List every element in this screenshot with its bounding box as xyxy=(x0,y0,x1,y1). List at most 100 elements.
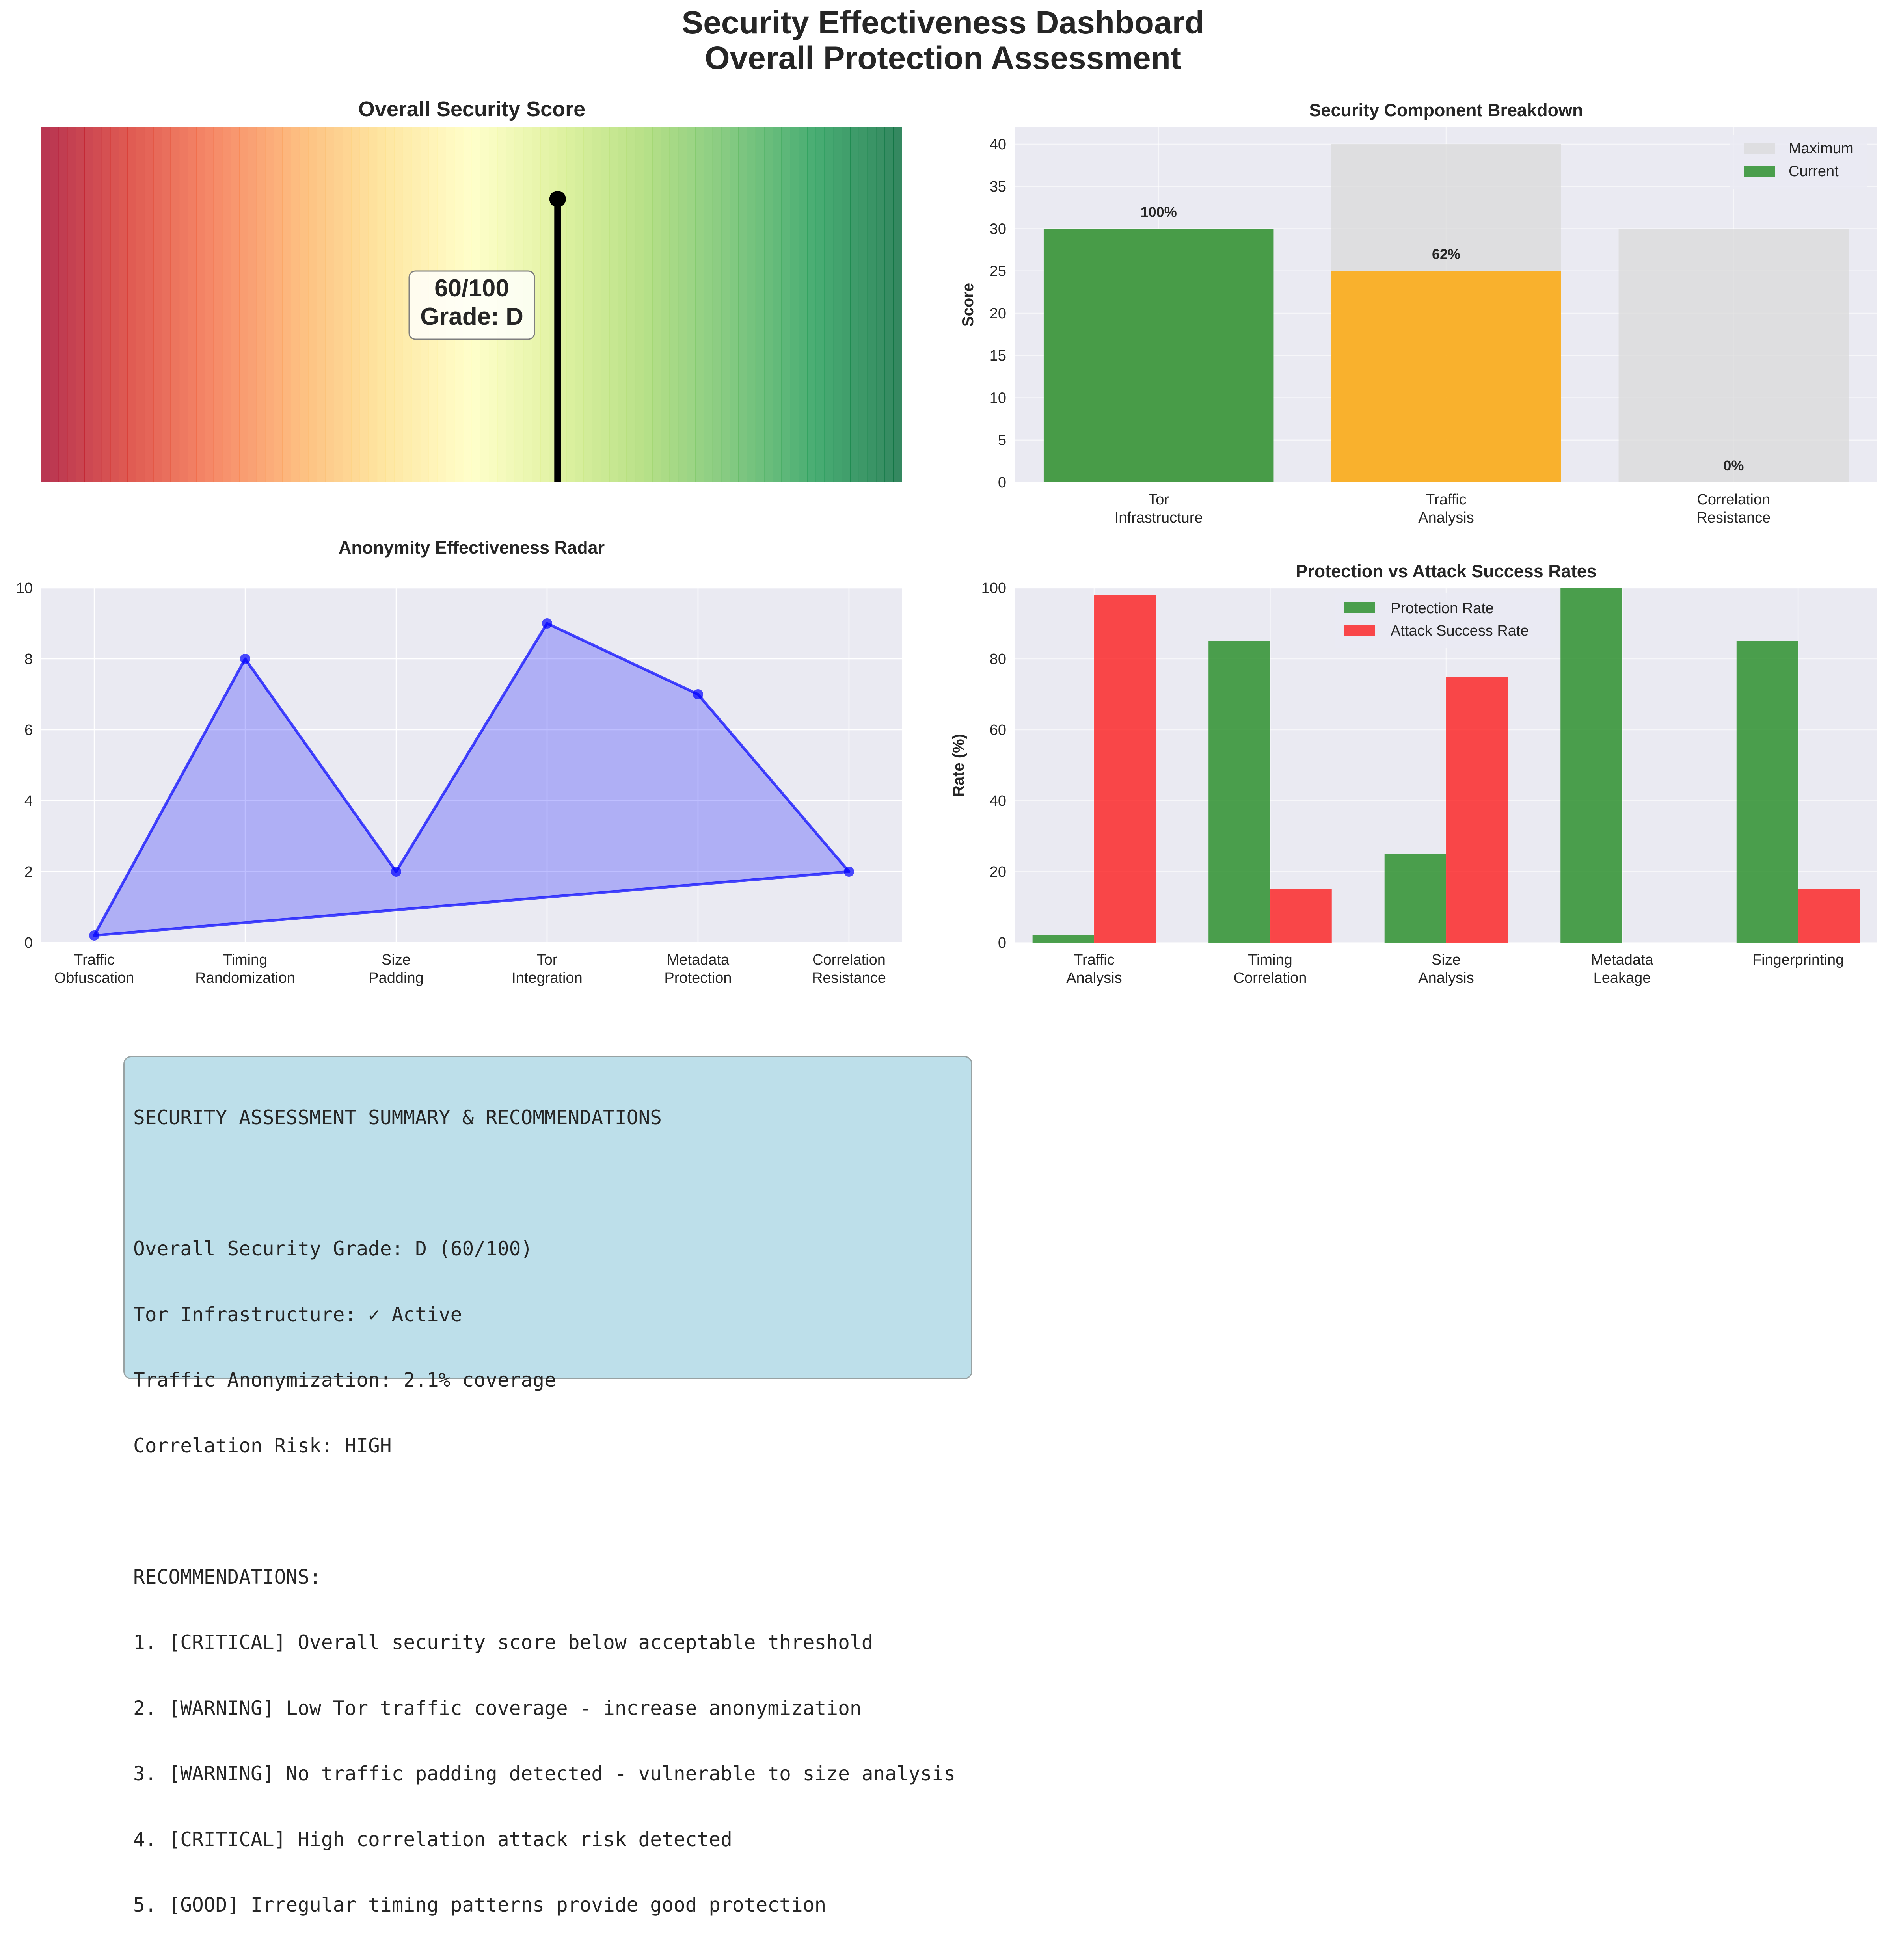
recommendations-heading: RECOMMENDATIONS: xyxy=(133,1565,321,1588)
gauge-color-segment xyxy=(884,127,894,482)
legend-maximum-swatch xyxy=(1744,143,1775,154)
legend-protection-label: Protection Rate xyxy=(1391,600,1494,617)
radar-y-tick-label: 2 xyxy=(24,864,33,880)
radar-y-tick-label: 8 xyxy=(24,651,33,668)
gauge-color-segment xyxy=(687,127,696,482)
radar-x-tick-label: Tor Integration xyxy=(512,952,583,986)
breakdown-x-tick-label: Traffic Analysis xyxy=(1418,491,1474,526)
breakdown-y-tick-label: 0 xyxy=(998,474,1006,491)
gauge-color-segment xyxy=(773,127,782,482)
gauge-color-segment xyxy=(205,127,214,482)
rates-x-tick-label: Fingerprinting xyxy=(1752,952,1844,968)
summary-text: SECURITY ASSESSMENT SUMMARY & RECOMMENDA… xyxy=(133,1063,977,1960)
current-bar xyxy=(1331,271,1561,482)
gauge-color-segment xyxy=(67,127,76,482)
gauge-color-segment xyxy=(153,127,162,482)
recommendation-item: 5. [GOOD] Irregular timing patterns prov… xyxy=(133,1893,827,1916)
breakdown-x-tick-label: Correlation Resistance xyxy=(1696,491,1771,526)
gauge-color-segment xyxy=(618,127,627,482)
gauge-color-segment xyxy=(325,127,335,482)
protection-bar xyxy=(1208,641,1270,943)
rates-y-tick-label: 20 xyxy=(990,864,1006,880)
legend-current-label: Current xyxy=(1789,163,1839,180)
gauge-color-segment xyxy=(162,127,171,482)
rates-y-tick-label: 100 xyxy=(981,580,1006,597)
breakdown-y-tick-label: 10 xyxy=(990,390,1006,406)
gauge-color-segment xyxy=(377,127,386,482)
gauge-color-segment xyxy=(626,127,636,482)
gauge-needle-knob xyxy=(549,191,566,207)
summary-blank-line xyxy=(133,1173,977,1195)
gauge-color-segment xyxy=(764,127,773,482)
gauge-color-segment xyxy=(385,127,395,482)
gauge-color-segment xyxy=(669,127,679,482)
radar-y-tick-label: 6 xyxy=(24,722,33,738)
rates-y-tick-label: 40 xyxy=(990,793,1006,809)
percent-label: 100% xyxy=(1141,204,1177,220)
rates-title: Protection vs Attack Success Rates xyxy=(1296,561,1597,581)
summary-grade-line: Overall Security Grade: D (60/100) xyxy=(133,1237,533,1260)
gauge-color-segment xyxy=(119,127,128,482)
gauge-color-segment xyxy=(661,127,670,482)
breakdown-title: Security Component Breakdown xyxy=(1309,100,1583,120)
gauge-color-segment xyxy=(592,127,601,482)
gauge-color-segment xyxy=(213,127,223,482)
rates-legend xyxy=(1335,593,1555,648)
gauge-color-segment xyxy=(566,127,575,482)
gauge-color-segment xyxy=(58,127,68,482)
breakdown-y-tick-label: 5 xyxy=(998,432,1006,449)
gauge-color-segment xyxy=(575,127,584,482)
gauge-color-segment xyxy=(652,127,661,482)
gauge-color-segment xyxy=(583,127,592,482)
gauge-color-segment xyxy=(231,127,240,482)
summary-blank-line xyxy=(133,1501,977,1523)
gauge-color-segment xyxy=(755,127,765,482)
gauge-color-segment xyxy=(351,127,360,482)
gauge-color-segment xyxy=(730,127,739,482)
gauge-color-segment xyxy=(532,127,541,482)
breakdown-y-tick-label: 35 xyxy=(990,179,1006,195)
gauge-color-segment xyxy=(695,127,704,482)
gauge-color-segment xyxy=(644,127,653,482)
maximum-bar xyxy=(1618,229,1849,482)
radar-point xyxy=(542,618,552,629)
gauge-color-segment xyxy=(704,127,713,482)
gauge-color-segment xyxy=(368,127,378,482)
gauge-color-segment xyxy=(609,127,618,482)
figure-title: Security Effectiveness Dashboard xyxy=(681,5,1205,41)
gauge-color-segment xyxy=(858,127,868,482)
protection-bar xyxy=(1736,641,1798,943)
radar-x-tick-label: Timing Randomization xyxy=(195,952,295,986)
gauge-color-segment xyxy=(359,127,369,482)
radar-fill xyxy=(94,623,849,935)
recommendation-item: 2. [WARNING] Low Tor traffic coverage - … xyxy=(133,1696,862,1720)
gauge-color-segment xyxy=(274,127,283,482)
attack-bar xyxy=(1798,889,1860,943)
gauge-color-segment xyxy=(799,127,808,482)
gauge-color-segment xyxy=(179,127,188,482)
radar-x-tick-label: Correlation Resistance xyxy=(812,952,886,986)
rates-x-tick-label: Size Analysis xyxy=(1418,952,1474,986)
attack-bar xyxy=(1446,677,1508,943)
gauge-color-segment xyxy=(136,127,145,482)
gauge-color-segment xyxy=(893,127,902,482)
gauge-color-segment xyxy=(188,127,197,482)
gauge-color-segment xyxy=(248,127,257,482)
percent-label: 62% xyxy=(1432,246,1460,262)
rates-x-tick-label: Metadata Leakage xyxy=(1591,952,1653,986)
gauge-color-segment xyxy=(867,127,877,482)
radar-point xyxy=(89,930,100,941)
radar-point xyxy=(391,867,402,877)
gauge-color-segment xyxy=(738,127,747,482)
recommendation-item: 1. [CRITICAL] Overall security score bel… xyxy=(133,1631,873,1654)
gauge-color-segment xyxy=(291,127,300,482)
rates-y-tick-label: 0 xyxy=(998,935,1006,951)
summary-box xyxy=(123,1056,972,1379)
gauge-color-segment xyxy=(540,127,549,482)
rates-y-tick-label: 60 xyxy=(990,722,1006,738)
radar-point xyxy=(693,689,703,699)
rates-y-tick-label: 80 xyxy=(990,651,1006,668)
gauge-color-segment xyxy=(50,127,59,482)
gauge-color-segment xyxy=(712,127,722,482)
